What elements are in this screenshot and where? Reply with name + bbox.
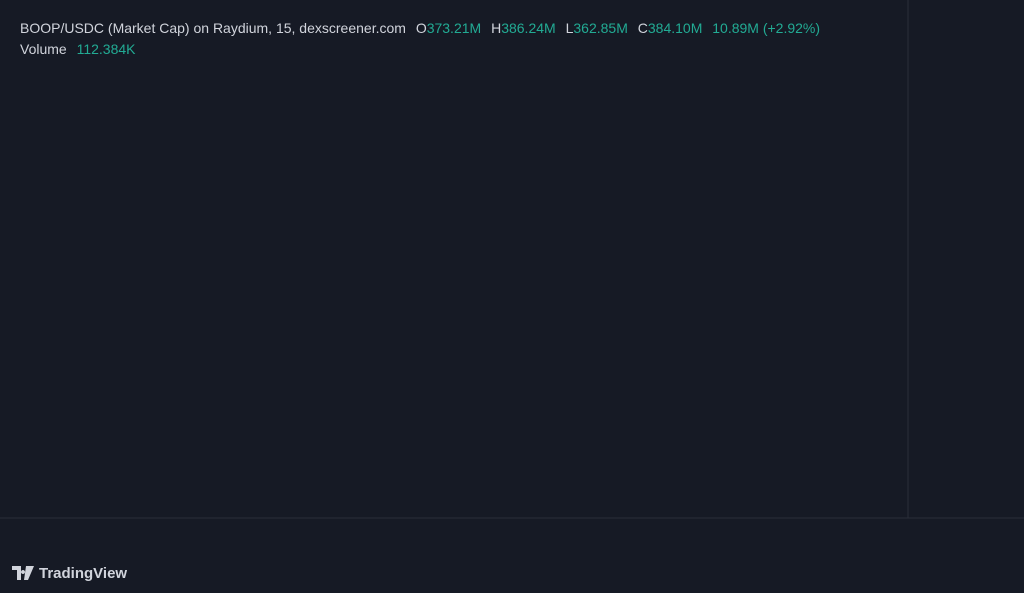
open-value: 373.21M (426, 20, 482, 36)
brand: TradingView (12, 563, 127, 583)
volume-key: Volume (20, 41, 67, 57)
close-value: 384.10M (647, 20, 703, 36)
brand-logo (12, 566, 34, 580)
volume-value: 112.384K (76, 41, 136, 57)
low-value: 362.85M (573, 20, 628, 36)
symbol-title: BOOP/USDC (Market Cap) on Raydium, 15, d… (20, 20, 406, 36)
high-value: 386.24M (501, 20, 556, 36)
header-line: BOOP/USDC (Market Cap) on Raydium, 15, d… (20, 20, 820, 36)
volume-line: Volume 112.384K (20, 41, 136, 57)
high-key: H (491, 20, 502, 36)
open-key: O (415, 20, 427, 36)
low-key: L (565, 20, 574, 36)
brand-name: TradingView (39, 564, 128, 582)
close-key: C (637, 20, 648, 36)
change-value: 10.89M (+2.92%) (712, 20, 821, 36)
